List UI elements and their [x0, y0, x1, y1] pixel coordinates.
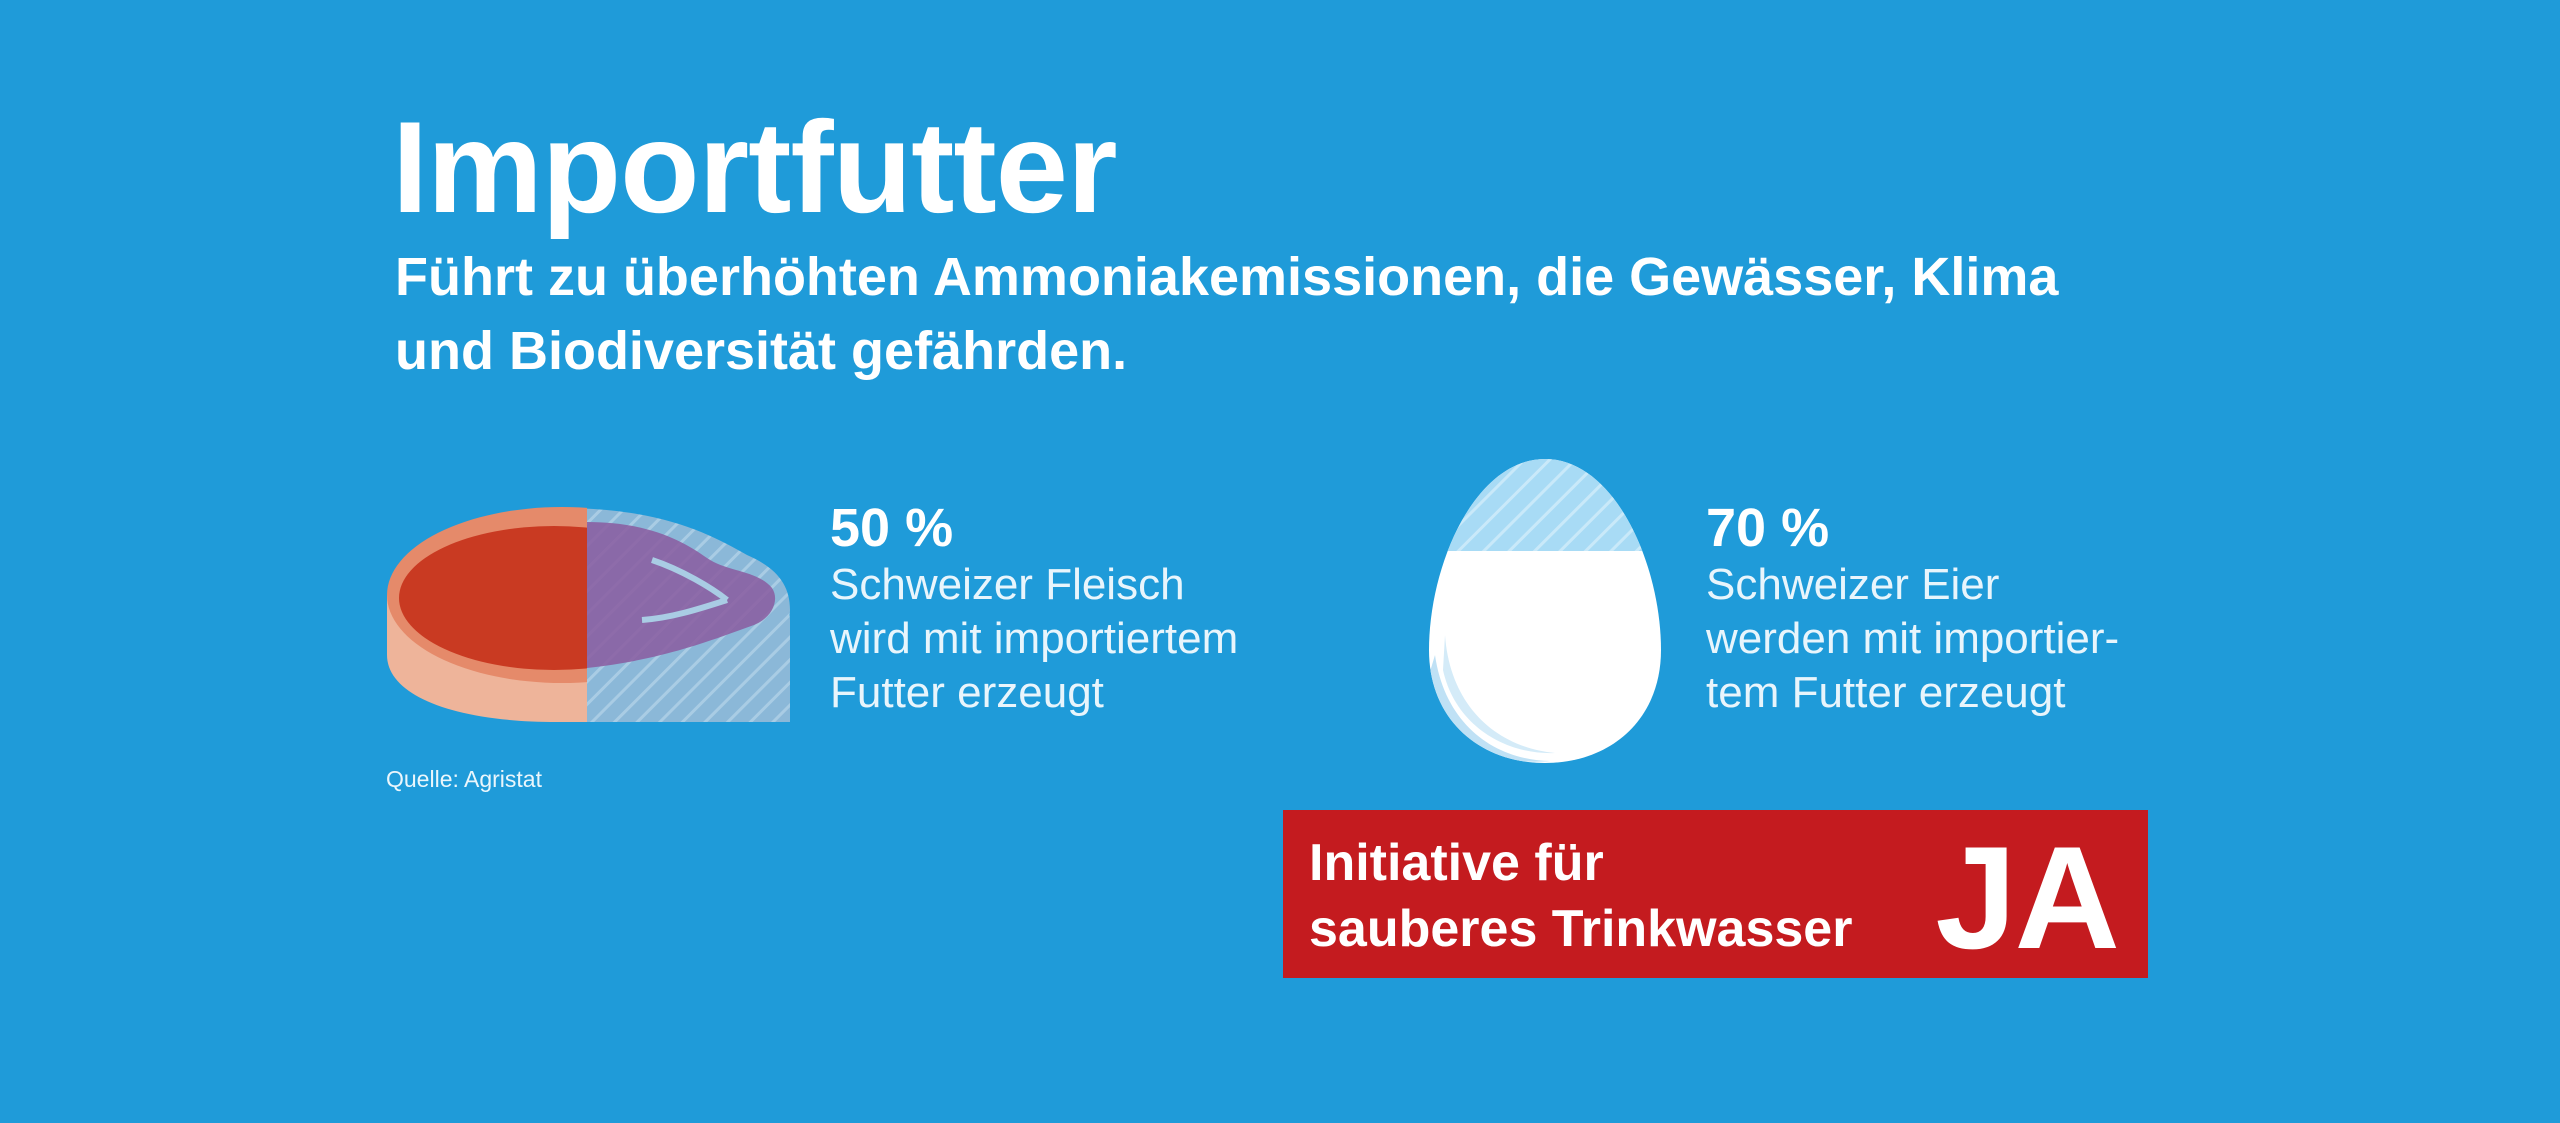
stat-meat: 50 % Schweizer Fleisch wird mit importie… — [830, 498, 1238, 720]
stat-text-line: werden mit importier- — [1706, 614, 2120, 663]
stat-percentage: 70 % — [1706, 498, 1830, 558]
stat-percentage: 50 % — [830, 498, 954, 558]
initiative-banner: Initiative für sauberes Trinkwasser JA — [1283, 810, 2148, 978]
steak-icon — [387, 507, 790, 722]
banner-text: Initiative für sauberes Trinkwasser — [1309, 830, 1852, 962]
source-note: Quelle: Agristat — [386, 766, 542, 792]
subtitle-line: und Biodiversität gefährden. — [395, 321, 1128, 381]
stat-text-line: Futter erzeugt — [830, 668, 1104, 717]
banner-line: Initiative für — [1309, 834, 1604, 892]
stat-text-line: tem Futter erzeugt — [1706, 668, 2066, 717]
stat-text-line: Schweizer Fleisch — [830, 560, 1185, 609]
egg-icon — [1429, 459, 1661, 763]
banner-line: sauberes Trinkwasser — [1309, 900, 1853, 958]
subtitle-line: Führt zu überhöhten Ammoniakemissionen, … — [395, 247, 2059, 307]
stat-text-line: wird mit importiertem — [830, 614, 1239, 663]
banner-vote: JA — [1935, 816, 2120, 979]
stat-text-line: Schweizer Eier — [1706, 560, 2000, 609]
stat-eggs: 70 % Schweizer Eier werden mit importier… — [1706, 498, 2119, 720]
page-subtitle: Führt zu überhöhten Ammoniakemissionen, … — [395, 240, 2195, 388]
page-title: Importfutter — [392, 94, 1118, 240]
